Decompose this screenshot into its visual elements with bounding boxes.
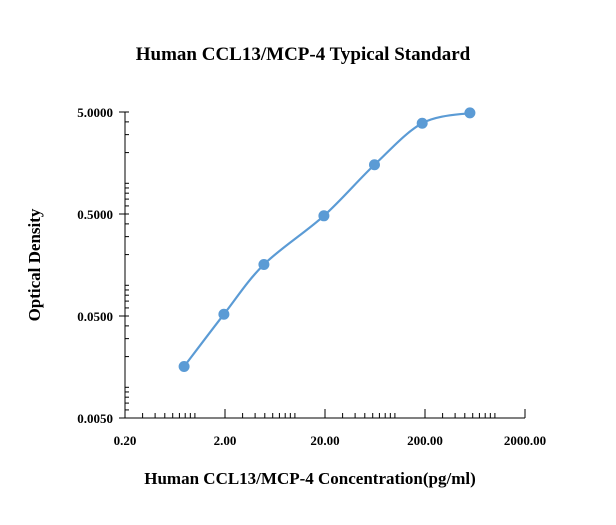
- data-point: [416, 117, 428, 129]
- plot-area: 0.20 2.00 20.00 200.00 2000.00 0.0050 0.0500 0.…: [77, 105, 546, 448]
- x-axis-label: Human CCL13/MCP-4 Concentration(pg/ml): [144, 469, 475, 488]
- data-point: [258, 258, 270, 270]
- series-line: [183, 111, 471, 368]
- y-tick-label: 0.0500: [77, 309, 113, 324]
- x-tick-label: 2000.00: [504, 433, 546, 448]
- y-tick-label: 5.0000: [77, 105, 113, 120]
- data-point: [318, 210, 330, 222]
- chart-title: Human CCL13/MCP-4 Typical Standard: [136, 44, 471, 65]
- y-tick-label: 0.0050: [77, 411, 113, 426]
- x-tick-label: 0.20: [114, 433, 137, 448]
- data-point: [218, 308, 230, 320]
- x-tick-label: 200.00: [407, 433, 443, 448]
- y-tick-label: 0.5000: [77, 207, 113, 222]
- x-tick-label: 20.00: [310, 433, 339, 448]
- y-axis-label: Optical Density: [25, 208, 44, 321]
- data-point: [368, 159, 380, 171]
- data-point: [178, 360, 190, 372]
- data-point: [464, 107, 476, 119]
- x-tick-label: 2.00: [214, 433, 237, 448]
